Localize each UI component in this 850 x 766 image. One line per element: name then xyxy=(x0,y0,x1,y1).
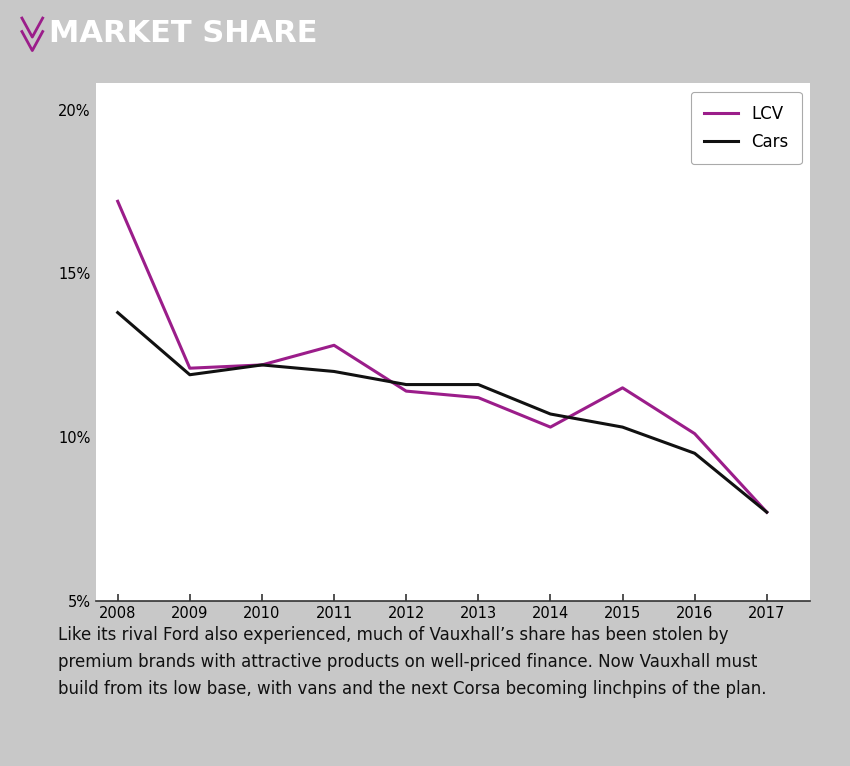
Text: Like its rival Ford also experienced, much of Vauxhall’s share has been stolen b: Like its rival Ford also experienced, mu… xyxy=(58,626,767,698)
Text: MARKET SHARE: MARKET SHARE xyxy=(49,19,318,48)
Legend: LCV, Cars: LCV, Cars xyxy=(691,92,802,165)
